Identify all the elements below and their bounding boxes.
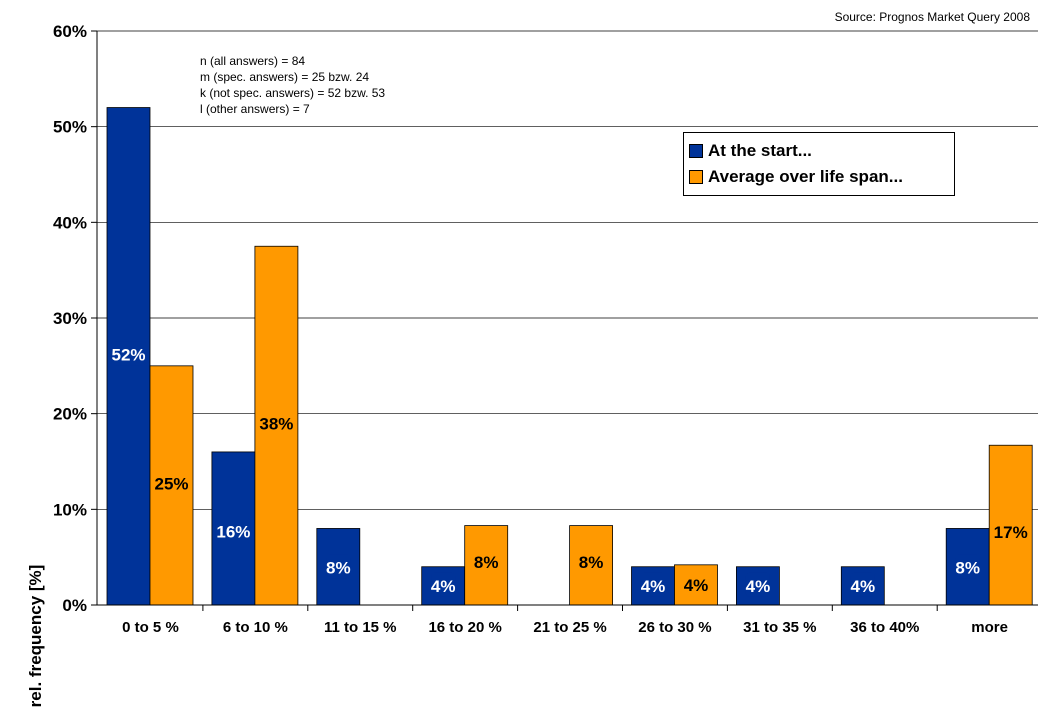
x-tick-label: 21 to 25 % [533, 619, 606, 636]
y-tick-label: 10% [53, 500, 87, 519]
bar-at-start [316, 528, 361, 606]
annotation-n: n (all answers) = 84 [200, 54, 306, 68]
data-label-at-start: 16% [216, 522, 250, 541]
data-label-at-start: 8% [955, 559, 980, 578]
y-tick-label: 60% [53, 22, 87, 41]
data-label-at-start: 4% [641, 577, 666, 596]
x-tick-label: 31 to 35 % [743, 619, 816, 636]
y-tick-label: 0% [62, 596, 87, 615]
x-tick-label: 26 to 30 % [638, 619, 711, 636]
data-label-average-life-span: 38% [259, 415, 293, 434]
y-axis-ticks: 0% 10% 20% 30% 40% 50% 60% [53, 22, 97, 615]
annotation-m: m (spec. answers) = 25 bzw. 24 [200, 70, 370, 84]
data-label-at-start: 4% [431, 577, 456, 596]
legend-swatch-start [689, 144, 703, 158]
x-tick-label: 11 to 15 % [324, 619, 397, 636]
data-label-average-life-span: 8% [579, 553, 604, 572]
x-tick-label: 16 to 20 % [428, 619, 501, 636]
data-label-background [431, 572, 456, 597]
x-tick-label: 0 to 5 % [122, 619, 179, 636]
data-label-background [641, 572, 665, 597]
y-tick-label: 30% [53, 309, 87, 328]
data-label-at-start: 4% [851, 577, 876, 596]
data-label-average-life-span: 17% [994, 523, 1028, 542]
legend-item-start: At the start... [689, 141, 812, 161]
y-tick-label: 40% [53, 213, 87, 232]
data-label-at-start: 8% [326, 559, 351, 578]
x-tick-label: 6 to 10 % [223, 619, 288, 636]
data-label-at-start: 4% [746, 577, 771, 596]
data-label-average-life-span: 25% [154, 474, 188, 493]
legend-swatch-average [689, 170, 703, 184]
bar-average-life-span [569, 525, 613, 606]
x-axis-ticks: 0 to 5 % 6 to 10 % 11 to 15 % 16 to 20 % 21 … [122, 605, 1008, 636]
data-label-background [745, 572, 770, 597]
x-tick-label: 36 to 40% [850, 619, 919, 636]
annotation-l: l (other answers) = 7 [200, 102, 310, 116]
x-tick-label: more [971, 619, 1008, 636]
data-label-background [215, 518, 251, 543]
legend: At the start... Average over life span..… [683, 132, 955, 196]
bar-average-life-span [464, 525, 509, 606]
bar-average-life-span [149, 365, 194, 606]
y-tick-label: 20% [53, 405, 87, 424]
data-label-average-life-span: 8% [474, 553, 499, 572]
legend-label-start: At the start... [708, 141, 812, 160]
y-axis-label: rel. frequency [%] [26, 564, 45, 707]
data-label-background [850, 572, 875, 597]
data-label-average-life-span: 4% [684, 576, 709, 595]
data-label-background [955, 554, 980, 579]
data-label-background [111, 341, 146, 366]
source-note: Source: Prognos Market Query 2008 [834, 10, 1030, 24]
grid-lines [97, 30, 1038, 510]
legend-item-average: Average over life span... [689, 167, 903, 187]
annotation-k: k (not spec. answers) = 52 bzw. 53 [200, 86, 386, 100]
data-label-background [326, 554, 351, 579]
legend-label-average: Average over life span... [708, 167, 903, 186]
bar-chart: 0% 10% 20% 30% 40% 50% 60% 52% 25% 16% 38% 8% 4% 8% 8… [53, 22, 1038, 636]
data-label-at-start: 52% [111, 345, 145, 364]
sample-annotations: n (all answers) = 84 m (spec. answers) =… [200, 53, 385, 117]
data-labels: 52% 25% 16% 38% 8% 4% 8% 8% 4% 4% 4% 4% 8% 17% [111, 341, 1028, 597]
y-tick-label: 50% [53, 118, 87, 137]
bar-average-life-span [988, 444, 1033, 606]
